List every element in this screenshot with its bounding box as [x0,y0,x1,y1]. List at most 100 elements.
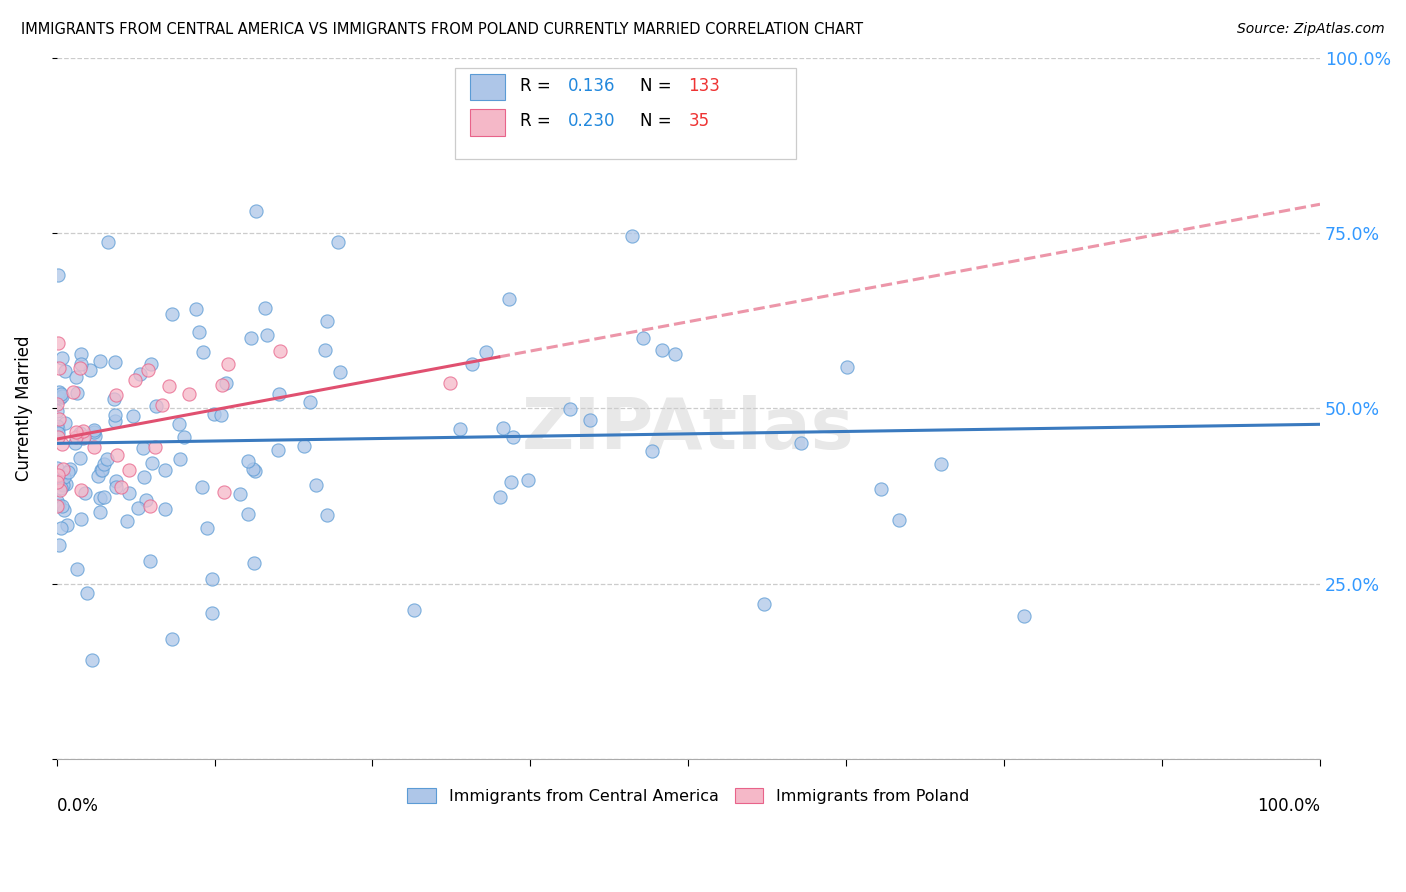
Bar [470,74,505,101]
Text: 0.0%: 0.0% [56,797,98,815]
Text: 0.136: 0.136 [568,77,616,95]
Point [145,399,167,413]
Text: 133: 133 [689,77,720,95]
Point [48,360,70,375]
Point [105,388,128,402]
Text: 0.230: 0.230 [568,112,616,129]
Point [253,301,276,315]
Point [236,454,259,468]
Point [124,373,146,387]
Point [138,500,160,514]
Point [641,444,664,458]
Point [52,469,75,483]
Point [177,387,200,401]
Point [439,376,461,391]
Point [93,490,115,504]
Point [461,357,484,371]
Point [267,442,290,457]
Point [229,487,252,501]
Point [202,407,225,421]
Point [103,392,125,406]
Point [889,513,911,527]
Point [104,409,127,423]
Point [45,403,67,417]
Point [215,376,238,391]
Point [46,422,69,436]
Point [89,505,111,519]
Point [51,436,73,450]
Point [73,430,96,444]
Point [153,463,176,477]
Legend: Immigrants from Central America, Immigrants from Poland: Immigrants from Central America, Immigra… [401,781,976,811]
Point [103,414,125,428]
Text: Source: ZipAtlas.com: Source: ZipAtlas.com [1237,22,1385,37]
Point [193,344,215,359]
Point [929,457,952,471]
Point [69,425,91,440]
Point [45,494,67,508]
Text: N =: N = [640,112,678,129]
Point [299,394,322,409]
Point [488,490,510,504]
Point [304,477,326,491]
Y-axis label: Currently Married: Currently Married [15,335,32,481]
Point [134,470,156,484]
Point [55,476,77,491]
Point [90,463,112,477]
Point [136,362,159,376]
Point [328,235,350,249]
Point [70,357,93,371]
Point [46,268,69,282]
Point [329,365,352,379]
Point [66,385,89,400]
Point [664,347,686,361]
Point [69,451,91,466]
Point [651,343,673,358]
Point [65,436,87,450]
Point [157,379,180,393]
Point [105,448,128,462]
Point [132,441,155,455]
Point [516,473,538,487]
Text: R =: R = [520,77,557,95]
Point [104,475,127,489]
Point [52,478,75,492]
Point [53,364,76,378]
Point [173,430,195,444]
Point [45,397,67,411]
Point [76,586,98,600]
Point [201,572,224,586]
Point [89,491,111,506]
Text: ZIPAtlas: ZIPAtlas [522,395,855,464]
Point [97,235,120,250]
Point [51,351,73,365]
Point [790,435,813,450]
Point [139,357,162,371]
Point [502,429,524,443]
Point [404,603,426,617]
Point [69,483,91,497]
Point [65,425,87,439]
Point [45,419,67,434]
Point [217,357,239,371]
Point [117,515,139,529]
Point [242,462,264,476]
Point [870,483,893,497]
Point [59,461,82,475]
Point [162,307,184,321]
Point [48,498,70,512]
Point [579,413,602,427]
Point [118,463,141,477]
Point [104,355,127,369]
Point [501,475,523,490]
Point [70,512,93,526]
Point [110,480,132,494]
Point [83,429,105,443]
Point [48,385,70,400]
Point [184,302,207,317]
Text: IMMIGRANTS FROM CENTRAL AMERICA VS IMMIGRANTS FROM POLAND CURRENTLY MARRIED CORR: IMMIGRANTS FROM CENTRAL AMERICA VS IMMIG… [21,22,863,37]
Point [492,420,515,434]
Point [46,467,69,482]
Point [48,483,70,497]
Point [122,409,145,423]
